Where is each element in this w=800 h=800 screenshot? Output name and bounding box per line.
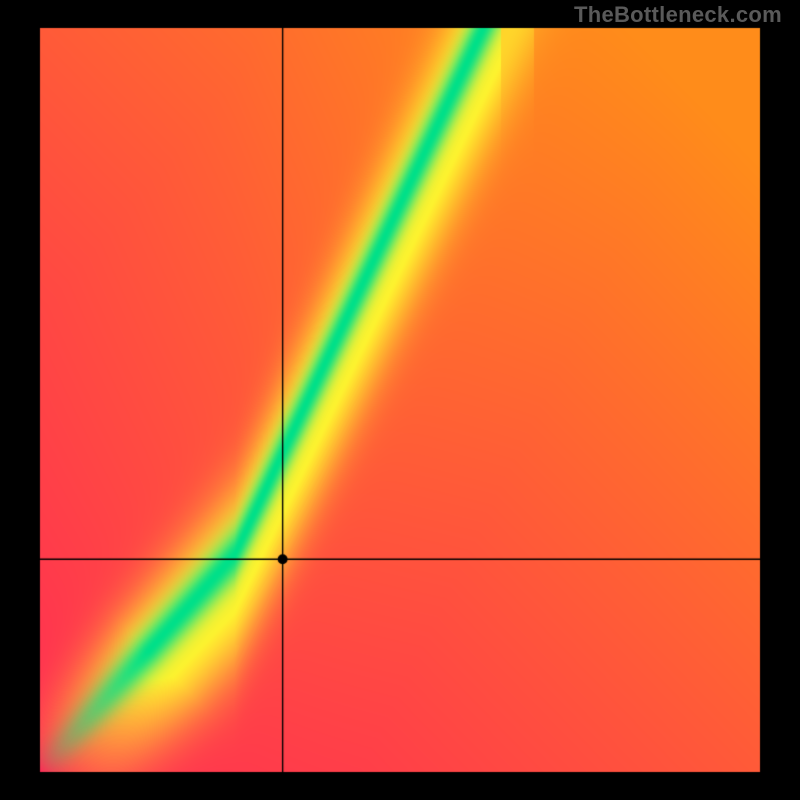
chart-container: TheBottleneck.com <box>0 0 800 800</box>
watermark-text: TheBottleneck.com <box>574 2 782 28</box>
heatmap-canvas <box>0 0 800 800</box>
